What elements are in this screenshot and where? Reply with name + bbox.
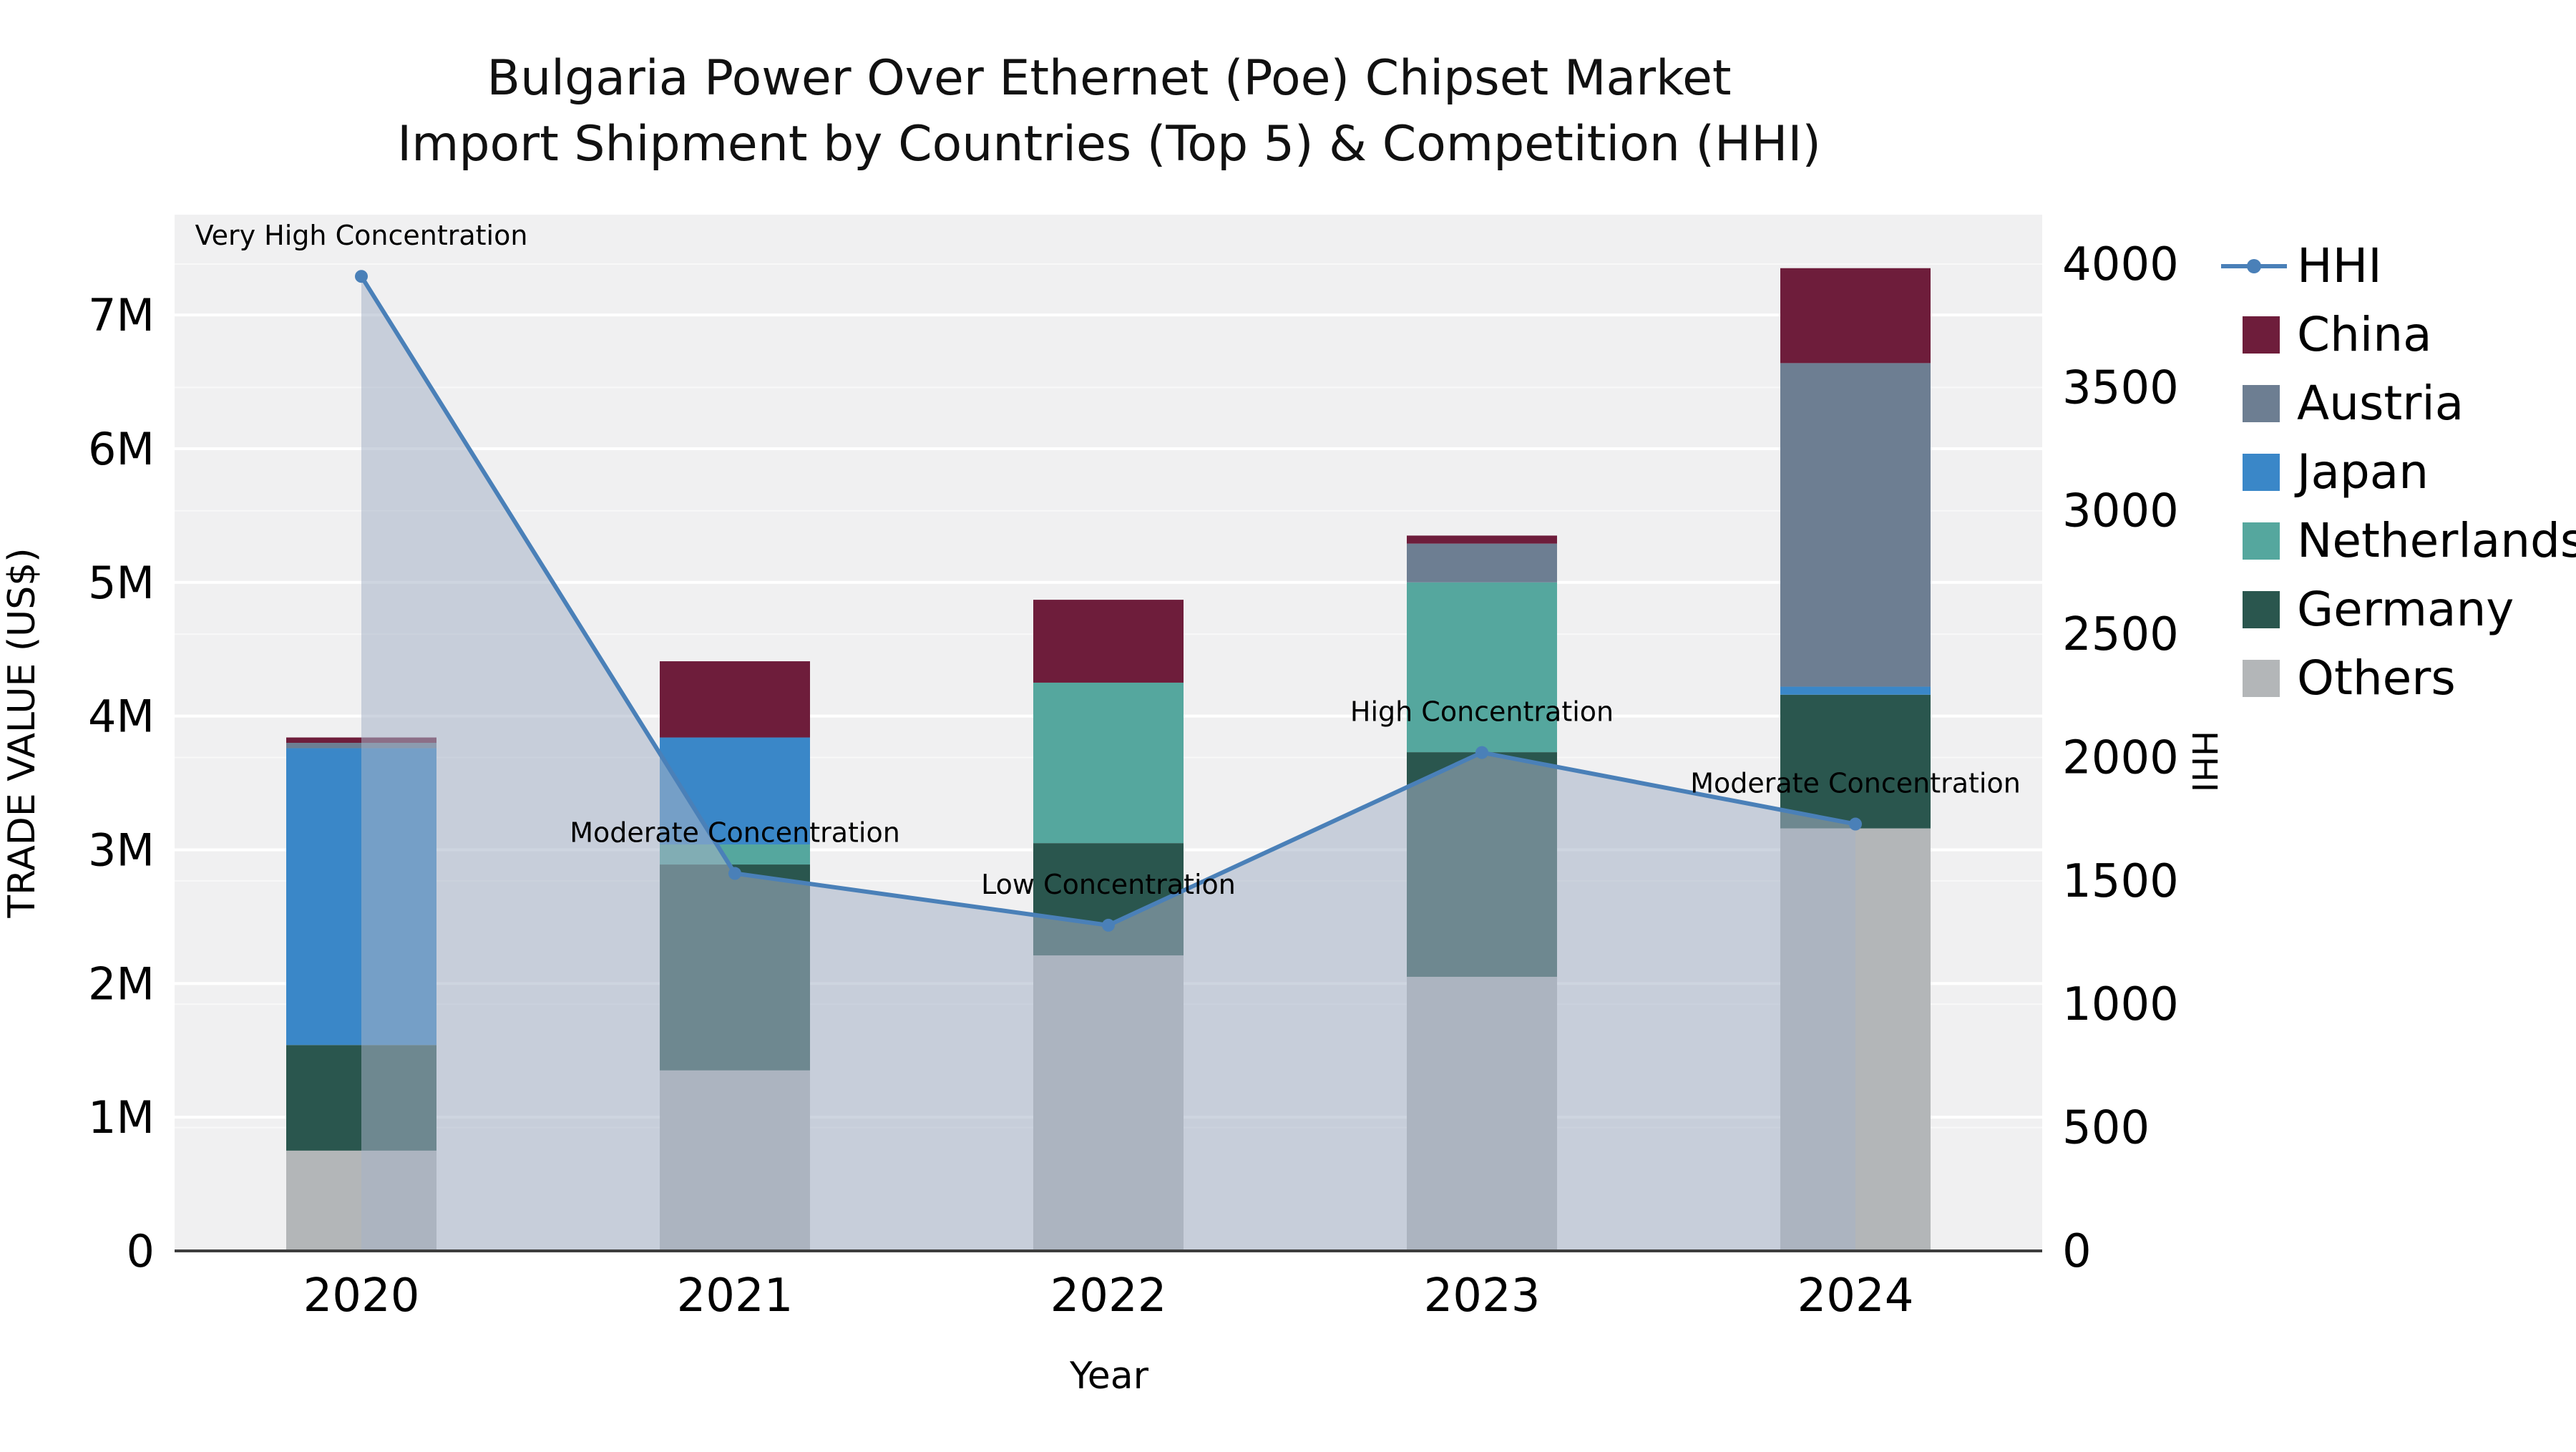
x-tick-label: 2023 bbox=[1424, 1270, 1541, 1322]
y-left-tick-label: 4M bbox=[88, 691, 155, 743]
annotation-label: Very High Concentration bbox=[195, 220, 528, 251]
legend-label: Japan bbox=[2294, 444, 2429, 500]
bar-segment-germany bbox=[1780, 694, 1931, 829]
annotation-label: Low Concentration bbox=[981, 869, 1236, 900]
bar-segment-china bbox=[1407, 535, 1557, 544]
plot-area: Very High Concentration Moderate Concentr… bbox=[88, 215, 2179, 1322]
legend-swatch bbox=[2243, 454, 2280, 491]
y-right-tick-label: 3500 bbox=[2062, 361, 2179, 414]
legend-item-hhi: HHI bbox=[2221, 238, 2382, 293]
bar-segment-china bbox=[1780, 268, 1931, 364]
y-left-tick-label: 6M bbox=[88, 423, 155, 475]
legend-swatch bbox=[2243, 591, 2280, 628]
annotation-label: Moderate Concentration bbox=[1690, 768, 2021, 799]
y-right-tick-label: 2000 bbox=[2062, 731, 2179, 784]
legend-swatch bbox=[2243, 660, 2280, 697]
y-right-tick-label: 4000 bbox=[2062, 238, 2179, 291]
y-right-tick-label: 2500 bbox=[2062, 608, 2179, 661]
legend-item-netherlands: Netherlands bbox=[2243, 513, 2576, 568]
legend-line-marker-dot bbox=[2247, 259, 2261, 273]
legend-swatch bbox=[2243, 522, 2280, 560]
legend-label: Germany bbox=[2297, 582, 2514, 637]
legend-item-austria: Austria bbox=[2243, 376, 2464, 431]
legend-item-japan: Japan bbox=[2243, 444, 2429, 500]
x-tick-label: 2020 bbox=[303, 1270, 420, 1322]
legend-swatch bbox=[2243, 385, 2280, 422]
legend-label: Others bbox=[2297, 651, 2456, 706]
y-right-tick-label: 500 bbox=[2062, 1102, 2150, 1155]
hhi-marker bbox=[1849, 817, 1862, 831]
bar-segment-china bbox=[660, 661, 810, 738]
y-axis-title-right: HHI bbox=[2184, 731, 2224, 792]
bar-segment-japan bbox=[1780, 686, 1931, 695]
hhi-marker bbox=[728, 867, 741, 880]
y-right-tick-label: 3000 bbox=[2062, 485, 2179, 538]
hhi-marker bbox=[355, 270, 368, 283]
x-axis-title: Year bbox=[1069, 1355, 1149, 1398]
annotation-label: High Concentration bbox=[1350, 696, 1614, 728]
legend-swatch bbox=[2243, 316, 2280, 354]
y-left-tick-label: 2M bbox=[88, 958, 155, 1010]
annotation-label: Moderate Concentration bbox=[570, 817, 900, 849]
legend-label: China bbox=[2297, 307, 2432, 362]
y-left-tick-label: 1M bbox=[88, 1091, 155, 1144]
chart-title-line1: Bulgaria Power Over Ethernet (Poe) Chips… bbox=[487, 50, 1731, 107]
legend-label: Netherlands bbox=[2297, 513, 2576, 568]
y-left-tick-label: 5M bbox=[88, 557, 155, 609]
x-tick-label: 2024 bbox=[1797, 1270, 1914, 1322]
legend-label: Austria bbox=[2297, 376, 2464, 431]
legend-label: HHI bbox=[2297, 238, 2382, 293]
x-tick-label: 2021 bbox=[677, 1270, 794, 1322]
legend-item-china: China bbox=[2243, 307, 2432, 362]
legend-item-germany: Germany bbox=[2243, 582, 2514, 637]
bar-segment-china bbox=[1033, 600, 1184, 683]
x-tick-label: 2022 bbox=[1050, 1270, 1167, 1322]
bar-segment-netherlands bbox=[1407, 582, 1557, 753]
y-left-tick-label: 0 bbox=[127, 1225, 155, 1277]
hhi-marker bbox=[1102, 918, 1115, 932]
bar-segment-austria bbox=[1407, 543, 1557, 583]
hhi-area-fill bbox=[361, 276, 1855, 1252]
bar-segment-netherlands bbox=[1033, 682, 1184, 844]
bar-segment-austria bbox=[1780, 363, 1931, 687]
legend-item-others: Others bbox=[2243, 651, 2456, 706]
y-right-tick-label: 1000 bbox=[2062, 978, 2179, 1031]
y-left-tick-label: 3M bbox=[88, 824, 155, 876]
y-right-tick-label: 0 bbox=[2062, 1225, 2092, 1278]
hhi-marker bbox=[1475, 746, 1488, 759]
y-right-tick-label: 1500 bbox=[2062, 855, 2179, 908]
chart-title-line2: Import Shipment by Countries (Top 5) & C… bbox=[397, 116, 1821, 172]
legend: HHI China Austria Japan Netherlands Germany Ot… bbox=[2221, 238, 2576, 706]
y-left-tick-label: 7M bbox=[88, 289, 155, 341]
y-axis-title-left: TRADE VALUE (US$) bbox=[1, 547, 44, 918]
